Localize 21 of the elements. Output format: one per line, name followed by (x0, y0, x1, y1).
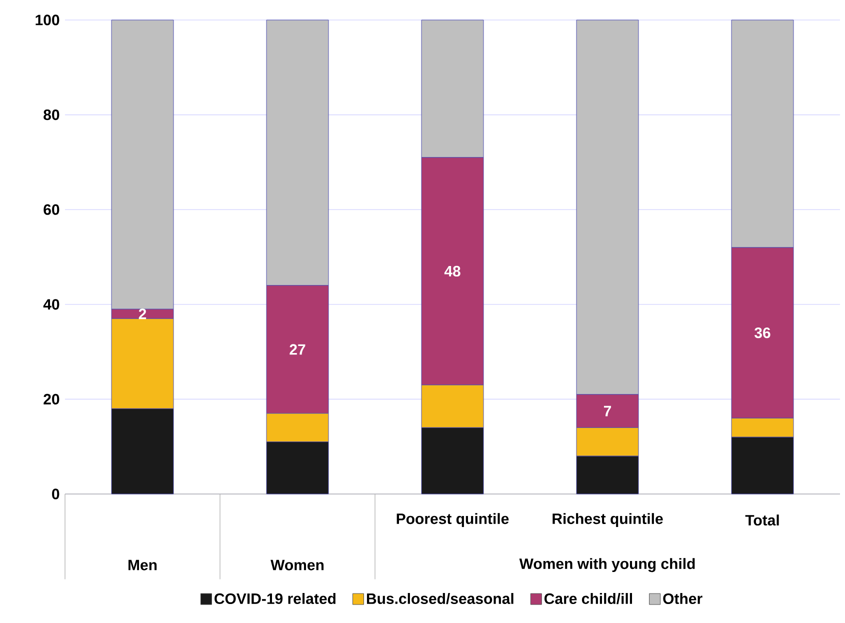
x-tick-label: Total (745, 514, 779, 526)
x-tick-label: Women (270, 560, 324, 570)
y-tick-label: 60 (44, 204, 60, 215)
data-label: 36 (754, 328, 770, 338)
data-label: 2 (138, 308, 146, 320)
y-tick-label: 40 (43, 299, 60, 310)
legend-label: Bus.closed/seasonal (366, 592, 514, 604)
x-tick-label: Men (128, 560, 157, 570)
data-label: 7 (604, 406, 612, 416)
y-tick-label: 20 (44, 394, 60, 404)
data-label: 27 (290, 344, 306, 355)
legend-label: COVID-19 related (214, 592, 336, 604)
x-tick-label: Richest quintile (552, 513, 663, 528)
text: Women with young child (519, 558, 695, 572)
legend-label: Care child/ill (544, 592, 632, 604)
x-tick-label: Poorest quintile (396, 513, 509, 528)
data-label: 48 (444, 266, 460, 277)
y-tick-label: 100 (36, 14, 60, 26)
y-tick-label: 80 (44, 109, 60, 120)
legend-label: Other (663, 592, 702, 604)
y-tick-label: 0 (52, 488, 60, 500)
